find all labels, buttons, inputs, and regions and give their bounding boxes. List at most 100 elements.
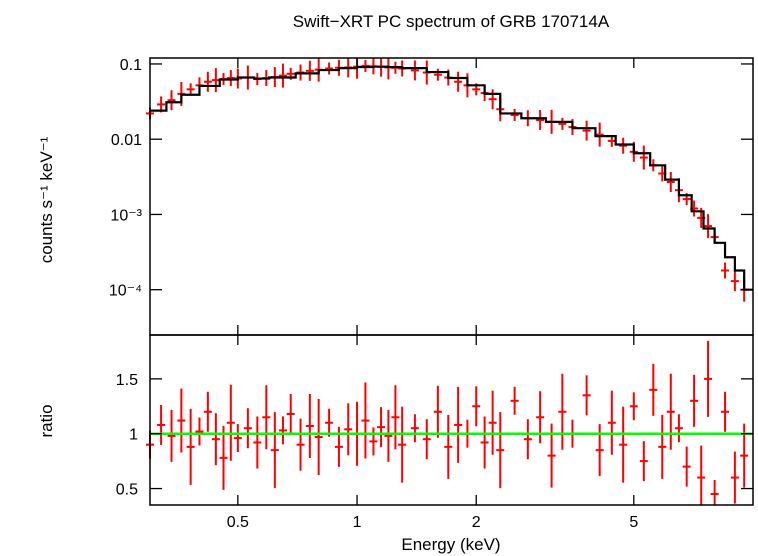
ratio-data-point [233,424,242,453]
ratio-data-point [496,412,505,489]
ratio-data-point [195,417,204,446]
ratio-data-point [369,427,378,456]
ratio-data-point [619,406,628,483]
ratio-data-point [690,374,699,427]
ratio-data-point [286,393,295,434]
counts-data-point [730,271,739,292]
ratio-data-point [488,390,497,455]
ratio-data-point [391,385,400,450]
ratio-data-point [186,408,195,485]
ratio-data-point [314,399,323,475]
ratio-data-point [710,480,719,505]
counts-data-point [666,171,675,192]
counts-data-layer [146,58,749,302]
counts-data-point [721,262,730,279]
ratio-data-point [666,373,675,450]
ratio-data-point [658,414,667,479]
model-layer [150,65,753,291]
ratio-data-point [296,418,305,471]
ratio-data-point [639,441,648,482]
ratio-data-point [377,407,386,448]
ratio-data-point [444,414,453,479]
ratio-data-point [253,416,262,469]
ratio-data-point [325,408,334,437]
ratio-data-point [697,445,706,505]
ratio-data-point [305,394,314,459]
counts-data-point [384,58,393,80]
ratio-data-point [629,392,638,421]
counts-data-point [558,117,567,130]
counts-data-point [410,60,419,81]
counts-axis-label: counts s⁻¹ keV⁻¹ [37,136,56,263]
ratio-data-point [454,386,463,463]
ratio-data-point [730,451,739,504]
ratio-data-point [558,373,567,450]
ratio-y-tick-label: 1.5 [116,372,138,389]
ratio-data-point [433,385,442,438]
counts-data-point [595,122,604,147]
ratio-data-layer [146,340,749,505]
ratio-data-point [177,388,186,453]
energy-tick-label: 5 [629,514,638,531]
counts-data-point [305,60,314,81]
ratio-data-point [649,363,658,416]
ratio-data-point [523,419,532,460]
counts-data-point [203,71,212,92]
energy-tick-label: 0.5 [227,514,249,531]
counts-data-point [510,108,519,121]
ratio-data-point [704,340,713,417]
ratio-data-point [607,390,616,455]
ratio-plot-frame [149,334,754,506]
ratio-data-point [203,391,212,432]
counts-data-point [278,63,287,88]
ratio-data-point [472,386,481,427]
model-line [150,65,753,291]
counts-data-point [536,109,545,130]
ratio-data-point [219,425,228,490]
counts-data-point [704,214,713,239]
ratio-data-point [262,385,271,450]
ratio-data-point [682,446,691,487]
counts-data-point [325,62,334,75]
counts-data-point [226,70,235,87]
ratio-data-point [595,424,604,477]
ratio-data-point [384,409,393,462]
ratio-data-point [270,412,279,489]
ratio-data-point [410,414,419,443]
chart-title: Swift−XRT PC spectrum of GRB 170714A [293,12,610,31]
energy-tick-label: 1 [353,514,362,531]
counts-y-tick-label: 10⁻³ [110,207,142,224]
counts-panel: 0.1 0.01 10⁻³ 10⁻⁴ [109,57,754,336]
ratio-data-point [361,382,370,459]
counts-data-point [639,145,648,170]
counts-plot-frame [149,57,754,336]
ratio-y-tick-label: 0.5 [116,482,138,499]
counts-data-point [488,89,497,110]
ratio-data-point [422,419,431,460]
ratio-data-point [167,409,176,462]
ratio-data-point [344,403,353,456]
energy-tick-label: 2 [472,514,481,531]
ratio-ticks: 0.5 1 2 5 0.5 1 1.5 [116,335,753,531]
counts-ticks: 0.1 0.01 10⁻³ 10⁻⁴ [109,57,753,335]
ratio-data-point [536,391,545,444]
ratio-data-point [157,404,166,445]
ratio-data-point [243,408,252,449]
counts-data-point [582,120,591,141]
ratio-data-point [480,416,489,469]
energy-axis-label: Energy (keV) [401,535,500,554]
ratio-data-point [510,386,519,415]
counts-y-tick-label: 10⁻⁴ [109,283,142,300]
counts-y-tick-label: 0.01 [111,132,142,149]
ratio-data-point [721,391,730,432]
ratio-data-point [226,384,235,461]
counts-data-point [433,68,442,81]
counts-y-tick-label: 0.1 [120,57,142,74]
ratio-panel: 0.5 1 2 5 0.5 1 1.5 [116,334,754,531]
ratio-data-point [211,413,220,466]
ratio-y-tick-label: 1 [129,427,138,444]
ratio-data-point [582,375,591,416]
counts-data-point [619,137,628,154]
counts-data-point [211,68,220,93]
